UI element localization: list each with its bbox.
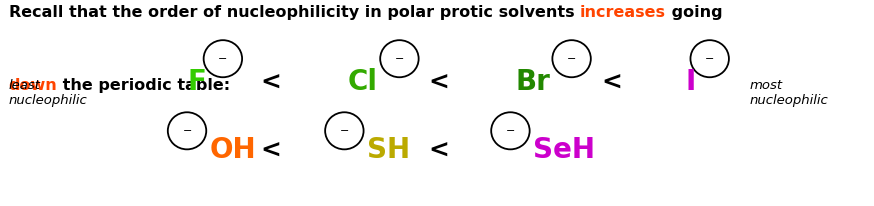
Text: −: − bbox=[340, 126, 349, 136]
Text: F: F bbox=[187, 68, 206, 96]
Text: least
nucleophilic: least nucleophilic bbox=[9, 79, 87, 107]
Text: I: I bbox=[685, 68, 696, 96]
Text: <: < bbox=[260, 70, 281, 94]
Text: <: < bbox=[260, 138, 281, 162]
Text: SeH: SeH bbox=[533, 136, 595, 164]
Text: down: down bbox=[9, 78, 58, 93]
Text: Br: Br bbox=[516, 68, 551, 96]
Text: Recall that the order of nucleophilicity in polar protic solvents: Recall that the order of nucleophilicity… bbox=[9, 5, 580, 20]
Text: going: going bbox=[666, 5, 723, 20]
Text: the periodic table:: the periodic table: bbox=[58, 78, 231, 93]
Text: SH: SH bbox=[367, 136, 410, 164]
Text: −: − bbox=[567, 54, 576, 64]
Text: most
nucleophilic: most nucleophilic bbox=[750, 79, 829, 107]
Text: −: − bbox=[183, 126, 191, 136]
Text: −: − bbox=[395, 54, 404, 64]
Text: <: < bbox=[428, 138, 449, 162]
Text: Cl: Cl bbox=[348, 68, 378, 96]
Text: −: − bbox=[218, 54, 227, 64]
Text: increases: increases bbox=[580, 5, 666, 20]
Text: <: < bbox=[428, 70, 449, 94]
Text: <: < bbox=[601, 70, 622, 94]
Text: −: − bbox=[705, 54, 714, 64]
Text: OH: OH bbox=[210, 136, 256, 164]
Text: −: − bbox=[506, 126, 515, 136]
